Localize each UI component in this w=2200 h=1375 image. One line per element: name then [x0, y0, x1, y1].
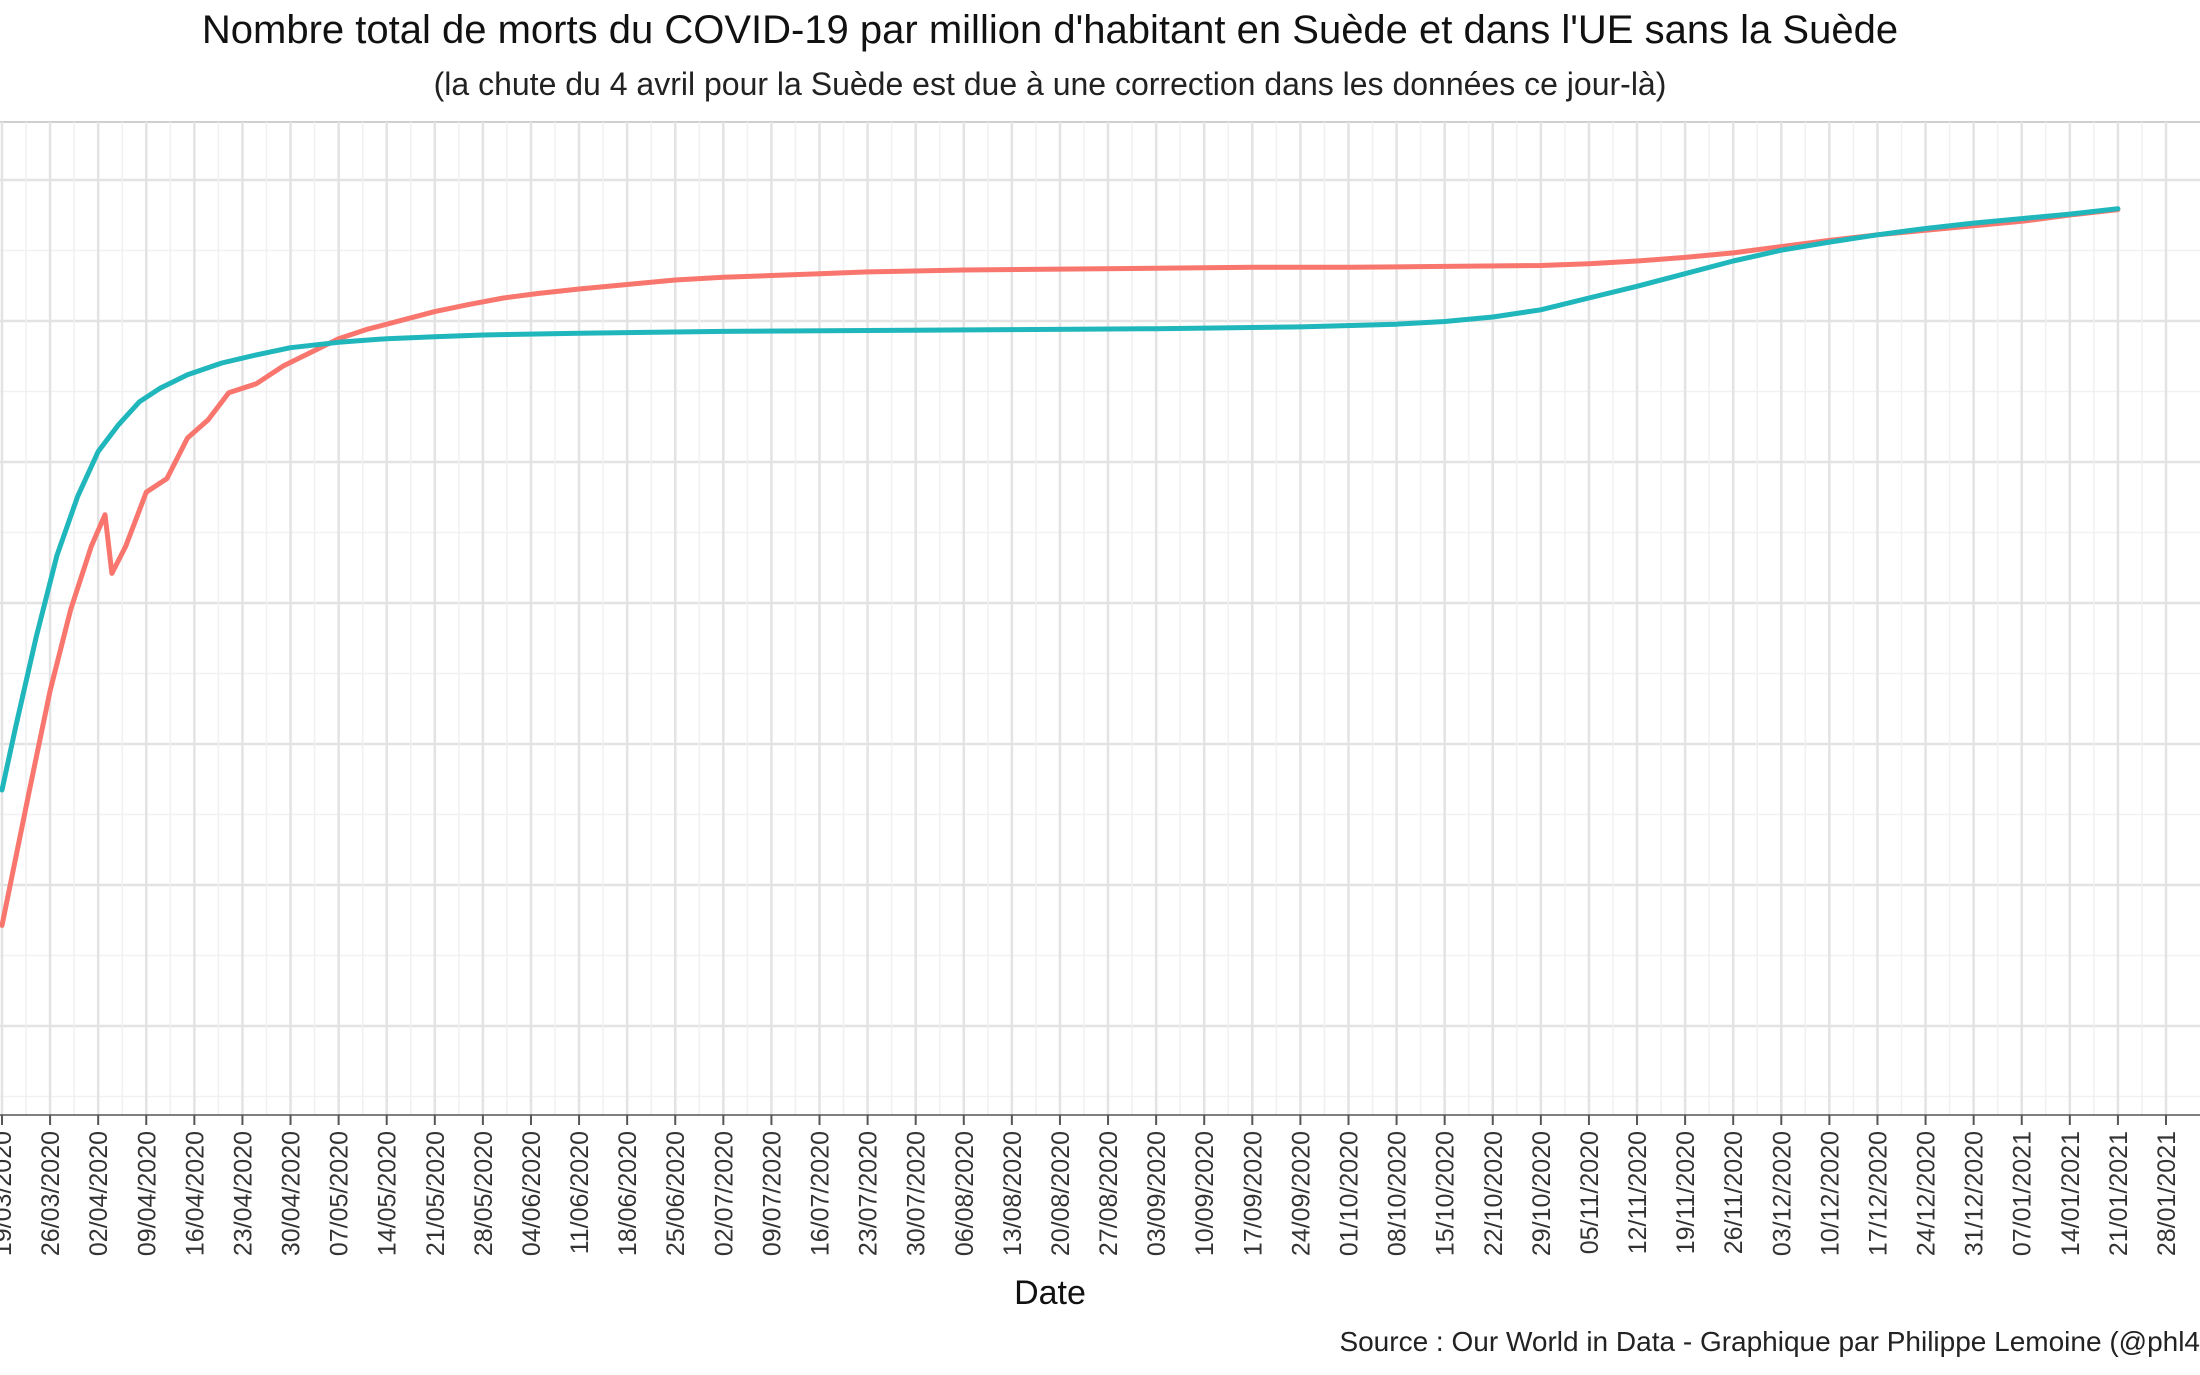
x-tick-label: 05/11/2020 [1576, 1131, 1604, 1254]
x-tick-label: 01/10/2020 [1335, 1131, 1363, 1256]
x-tick-label: 25/06/2020 [662, 1131, 690, 1256]
chart-title: Nombre total de morts du COVID-19 par mi… [201, 8, 1899, 52]
x-tick-label: 15/10/2020 [1432, 1131, 1460, 1256]
x-tick-label: 31/12/2020 [1961, 1131, 1989, 1256]
x-tick-label: 27/08/2020 [1095, 1131, 1123, 1256]
x-tick-label: 21/05/2020 [422, 1131, 450, 1256]
x-tick-label: 09/07/2020 [758, 1131, 786, 1256]
chart-subtitle: (la chute du 4 avril pour la Suède est d… [433, 66, 1667, 102]
x-tick-label: 21/01/2021 [2105, 1131, 2133, 1256]
series-layer [0, 206, 2121, 928]
x-tick-label: 17/12/2020 [1864, 1131, 1892, 1256]
x-tick-label: 30/07/2020 [903, 1131, 931, 1256]
x-tick-label: 29/10/2020 [1528, 1131, 1556, 1256]
x-tick-label: 28/05/2020 [470, 1131, 498, 1256]
x-tick-label: 08/10/2020 [1384, 1131, 1412, 1256]
x-tick-label: 04/06/2020 [518, 1131, 546, 1256]
x-tick-label: 02/07/2020 [710, 1131, 738, 1256]
x-tick-label: 09/04/2020 [133, 1131, 161, 1256]
x-tick-label: 30/04/2020 [278, 1131, 306, 1256]
x-tick-label: 22/10/2020 [1480, 1131, 1508, 1256]
x-tick-label: 23/04/2020 [229, 1131, 257, 1256]
x-tick-label: 28/01/2021 [2153, 1131, 2181, 1256]
x-tick-label: 10/12/2020 [1816, 1131, 1844, 1256]
x-tick-label: 13/08/2020 [999, 1131, 1027, 1256]
grid-layer [0, 121, 2200, 1115]
x-tick-label: 17/09/2020 [1239, 1131, 1267, 1256]
x-tick-label: 24/12/2020 [1913, 1131, 1941, 1256]
x-tick-label: 06/08/2020 [951, 1131, 979, 1256]
x-tick-label: 24/09/2020 [1287, 1131, 1315, 1256]
x-tick-label: 16/04/2020 [181, 1131, 209, 1256]
x-tick-label: 16/07/2020 [807, 1131, 835, 1256]
x-tick-label: 12/11/2020 [1624, 1131, 1652, 1254]
x-tick-label: 03/09/2020 [1143, 1131, 1171, 1256]
series-line-1 [0, 207, 2121, 928]
x-tick-label: 26/03/2020 [37, 1131, 65, 1256]
x-axis: 19/03/2020 26/03/2020 02/04/2020 09/04/2020… [0, 1114, 2200, 1256]
x-tick-label: 26/11/2020 [1720, 1131, 1748, 1254]
x-tick-label: 18/06/2020 [614, 1131, 642, 1256]
x-tick-label: 10/09/2020 [1191, 1131, 1219, 1256]
x-tick-label: 20/08/2020 [1047, 1131, 1075, 1256]
x-tick-label: 14/05/2020 [374, 1131, 402, 1256]
x-axis-label: Date [1014, 1274, 1086, 1312]
x-tick-label: 19/03/2020 [0, 1131, 17, 1256]
x-tick-label: 14/01/2021 [2057, 1131, 2085, 1256]
x-tick-label: 07/05/2020 [326, 1131, 354, 1256]
x-tick-label: 19/11/2020 [1672, 1131, 1700, 1254]
x-tick-label: 07/01/2021 [2009, 1131, 2037, 1256]
x-tick-label: 02/04/2020 [85, 1131, 113, 1256]
series-line-2 [0, 206, 2121, 793]
source-caption: Source : Our World in Data - Graphique p… [1339, 1326, 2200, 1357]
x-tick-label: 11/06/2020 [566, 1131, 594, 1254]
x-tick-label: 23/07/2020 [855, 1131, 883, 1256]
x-tick-label: 03/12/2020 [1768, 1131, 1796, 1256]
